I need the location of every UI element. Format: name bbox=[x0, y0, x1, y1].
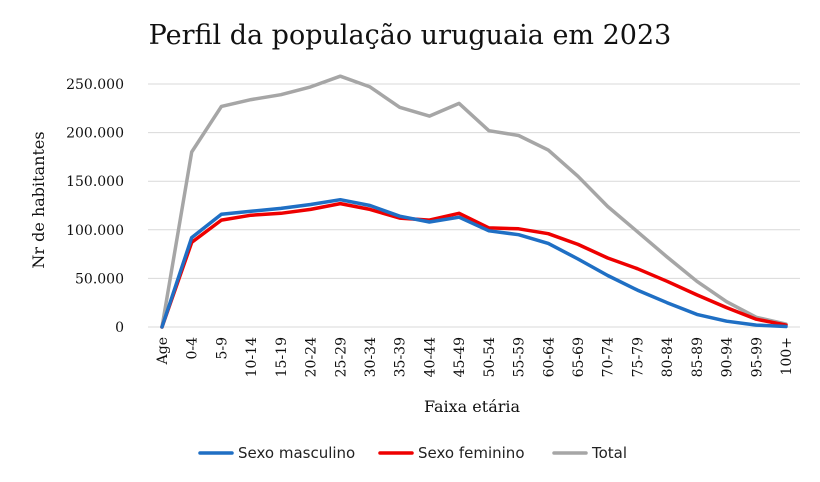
series-line-total bbox=[160, 74, 788, 329]
y-tick-label: 150.000 bbox=[66, 174, 124, 190]
y-tick-label: 50.000 bbox=[75, 271, 124, 287]
x-tick-label: 55-59 bbox=[512, 337, 528, 377]
x-tick-label: Age bbox=[155, 337, 171, 365]
series-lines bbox=[160, 74, 788, 329]
x-tick-label: 75-79 bbox=[630, 337, 646, 377]
x-tick-label: 100+ bbox=[779, 337, 795, 375]
x-tick-label: 90-94 bbox=[720, 337, 736, 377]
y-axis-label: Nr de habitantes bbox=[29, 131, 48, 268]
y-axis-ticks: 0 50.000 100.000 150.000 200.000 250.000 bbox=[66, 77, 124, 336]
y-tick-label: 250.000 bbox=[66, 77, 124, 93]
x-tick-label: 10-14 bbox=[244, 337, 260, 377]
legend-label: Total bbox=[591, 444, 627, 462]
x-tick-label: 45-49 bbox=[452, 337, 468, 377]
gridlines bbox=[148, 83, 800, 328]
x-tick-label: 5-9 bbox=[214, 337, 230, 360]
y-tick-label: 100.000 bbox=[66, 223, 124, 239]
legend-label: Sexo masculino bbox=[238, 444, 355, 462]
x-tick-label: 35-39 bbox=[393, 337, 409, 377]
x-tick-label: 30-34 bbox=[363, 337, 379, 377]
x-tick-label: 40-44 bbox=[422, 337, 438, 377]
x-axis-label: Faixa etária bbox=[424, 397, 521, 416]
x-tick-label: 85-89 bbox=[690, 337, 706, 377]
y-tick-label: 200.000 bbox=[66, 126, 124, 142]
chart-title: Perfil da população uruguaia em 2023 bbox=[149, 20, 672, 51]
legend-label: Sexo feminino bbox=[418, 444, 525, 462]
x-tick-label: 70-74 bbox=[601, 337, 617, 377]
x-tick-label: 95-99 bbox=[749, 337, 765, 377]
series-line-sexo-masculino bbox=[160, 197, 788, 329]
x-tick-label: 0-4 bbox=[185, 337, 201, 360]
x-tick-label: 80-84 bbox=[660, 337, 676, 377]
legend: Sexo masculino Sexo feminino Total bbox=[198, 444, 627, 462]
x-tick-label: 20-24 bbox=[304, 337, 320, 377]
x-tick-label: 15-19 bbox=[274, 337, 290, 377]
x-axis-ticks: Age 0-4 5-9 10-14 15-19 20-24 25-29 30-34 35-39 4… bbox=[155, 337, 795, 377]
y-tick-label: 0 bbox=[115, 320, 124, 336]
x-tick-label: 60-64 bbox=[541, 337, 557, 377]
x-tick-label: 25-29 bbox=[333, 337, 349, 377]
x-tick-label: 50-54 bbox=[482, 337, 498, 377]
x-tick-label: 65-69 bbox=[571, 337, 587, 377]
series-line-sexo-feminino bbox=[160, 201, 788, 329]
